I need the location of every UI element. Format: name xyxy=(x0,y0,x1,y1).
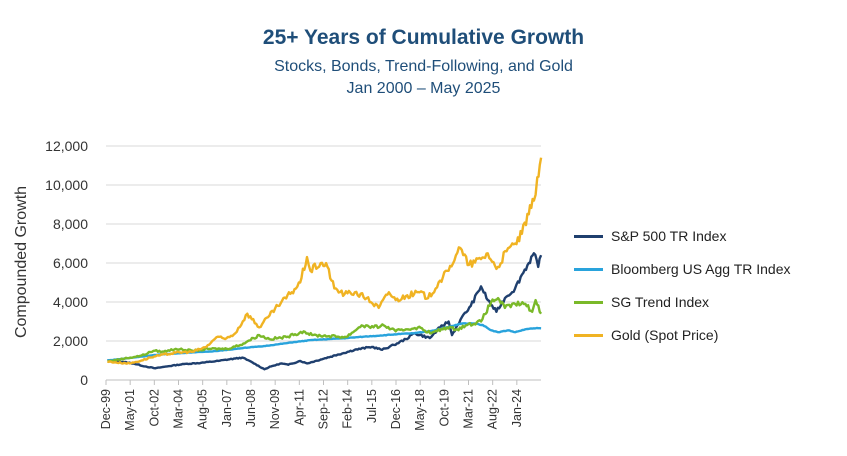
x-tick-label: Mar-21 xyxy=(462,389,476,429)
x-tick-label: Feb-14 xyxy=(341,389,355,429)
y-tick-label: 10,000 xyxy=(45,177,88,193)
y-tick-label: 6,000 xyxy=(53,255,88,271)
chart-date-range: Jan 2000 – May 2025 xyxy=(346,80,501,97)
legend-swatch xyxy=(574,300,603,304)
x-tick-label: May-01 xyxy=(123,389,137,431)
x-tick-label: Dec-99 xyxy=(99,389,113,429)
chart-title: 25+ Years of Cumulative Growth xyxy=(262,26,585,49)
y-tick-label: 2,000 xyxy=(53,333,88,349)
x-tick-label: Jan-07 xyxy=(220,389,234,427)
x-tick-label: Jun-08 xyxy=(244,389,258,427)
series-line-0 xyxy=(107,252,543,371)
x-tick-label: Aug-05 xyxy=(196,389,210,429)
series-line-2 xyxy=(107,296,543,363)
x-tick-label: Dec-16 xyxy=(389,389,403,429)
gridlines xyxy=(106,145,541,342)
y-axis-label: Compounded Growth xyxy=(13,186,30,338)
x-tick-label: Nov-09 xyxy=(268,389,282,429)
legend-label: S&P 500 TR Index xyxy=(611,228,727,244)
legend-label: Bloomberg US Agg TR Index xyxy=(611,261,791,277)
x-tick-label: Oct-19 xyxy=(437,389,451,427)
x-tick-label: Oct-02 xyxy=(147,389,161,427)
y-axis-ticks: 0 2,000 4,000 6,000 8,000 10,000 12,000 xyxy=(45,138,88,388)
legend-label: Gold (Spot Price) xyxy=(611,327,719,343)
legend-item: S&P 500 TR Index xyxy=(574,225,839,247)
x-tick-label: May-18 xyxy=(413,389,427,431)
x-axis-ticks: Dec-99 May-01 Oct-02 Mar-04 Aug-05 Jan-07 Jun-… xyxy=(99,380,524,431)
x-tick-label: Sep-12 xyxy=(317,389,331,429)
y-tick-label: 0 xyxy=(80,372,88,388)
legend-swatch xyxy=(574,234,603,238)
series-line-3 xyxy=(107,157,543,365)
x-tick-label: Jul-15 xyxy=(365,389,379,423)
legend-swatch xyxy=(574,267,603,271)
legend-label: SG Trend Index xyxy=(611,294,710,310)
x-tick-label: Apr-11 xyxy=(292,389,306,426)
chart-legend: S&P 500 TR Index Bloomberg US Agg TR Inde… xyxy=(574,225,839,357)
x-tick-label: Jan-24 xyxy=(510,389,524,427)
x-tick-label: Mar-04 xyxy=(172,389,186,429)
legend-swatch xyxy=(574,333,603,337)
legend-item: SG Trend Index xyxy=(574,291,839,313)
y-tick-label: 12,000 xyxy=(45,138,88,154)
x-tick-label: Aug-22 xyxy=(486,389,500,429)
chart-subtitle: Stocks, Bonds, Trend-Following, and Gold xyxy=(274,58,573,75)
legend-item: Gold (Spot Price) xyxy=(574,324,839,346)
y-tick-label: 8,000 xyxy=(53,216,88,232)
series-lines xyxy=(107,157,543,371)
legend-item: Bloomberg US Agg TR Index xyxy=(574,258,839,280)
y-tick-label: 4,000 xyxy=(53,294,88,310)
